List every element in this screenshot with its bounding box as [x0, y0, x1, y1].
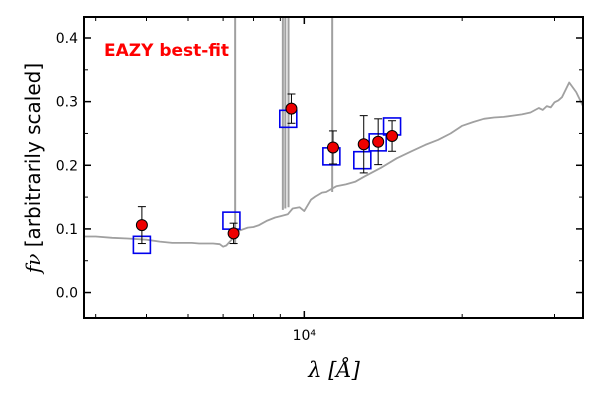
- plot-content: [84, 17, 583, 255]
- observed-markers: [135, 93, 399, 245]
- y-tick-label: 0.1: [56, 222, 78, 238]
- observed-point: [386, 120, 399, 152]
- plot-area: [84, 17, 583, 318]
- observed-point: [135, 206, 148, 245]
- y-tick-label: 0.0: [56, 286, 78, 302]
- model-marker: [353, 150, 372, 170]
- observed-point: [227, 222, 240, 245]
- observed-marker: [326, 141, 339, 154]
- observed-point: [285, 93, 298, 124]
- observed-marker: [357, 138, 370, 151]
- plot-frame: [83, 16, 584, 319]
- observed-marker: [386, 130, 399, 142]
- y-axis-title: fν [arbitrarily scaled]: [21, 63, 45, 275]
- y-tick-label: 0.3: [56, 95, 78, 111]
- observed-point: [326, 130, 339, 165]
- template-line-group: [84, 81, 583, 248]
- observed-point: [357, 115, 370, 174]
- legend-annotation: EAZY best-fit: [104, 41, 229, 61]
- observed-marker: [227, 227, 240, 240]
- observed-marker: [135, 219, 148, 232]
- emission-lines: [234, 17, 334, 245]
- y-tick-label: 0.2: [56, 158, 78, 174]
- template-line: [84, 81, 583, 248]
- x-axis-title: λ [Å]: [307, 357, 360, 382]
- x-tick-label: 10⁴: [293, 328, 317, 344]
- observed-point: [372, 118, 385, 166]
- y-tick-label: 0.4: [56, 31, 78, 47]
- observed-marker: [285, 102, 298, 115]
- ticks: 0.0 0.1 0.2 0.3 0.4 10⁴: [56, 17, 583, 344]
- observed-marker: [372, 135, 385, 148]
